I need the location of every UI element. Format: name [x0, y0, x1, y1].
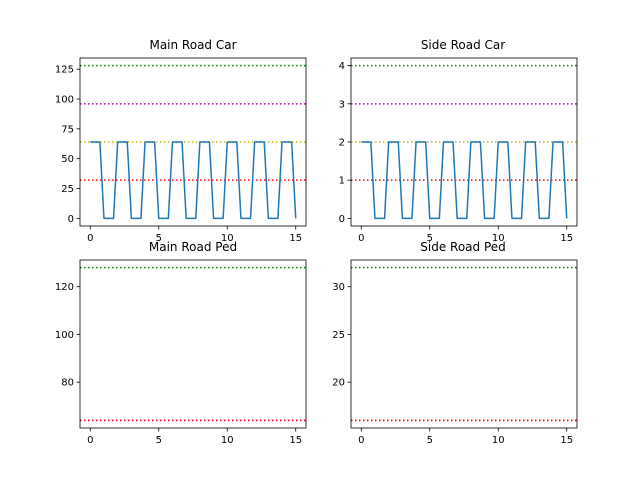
- y-tick-label: 50: [61, 154, 74, 165]
- subplot-main-road-ped: Main Road Ped 0 5 10 15 80 100 120: [55, 240, 307, 446]
- y-tick-label: 80: [61, 378, 74, 389]
- x-tick-label: 5: [427, 435, 433, 446]
- axes-frame: [350, 259, 578, 429]
- series-line: [361, 141, 568, 220]
- axes-frame: [79, 57, 307, 227]
- x-tick-label: 5: [427, 233, 433, 244]
- x-tick-label: 15: [289, 435, 302, 446]
- chart-title: Side Road Ped: [420, 240, 506, 254]
- chart-title: Main Road Ped: [149, 240, 237, 254]
- y-tick-label: 120: [55, 282, 74, 293]
- x-tick-label: 0: [358, 233, 364, 244]
- subplot-main-road-car: Main Road Car 0 5 10 15 0 25 50 75 100 125: [55, 38, 307, 244]
- subplot-side-road-ped: Side Road Ped 0 5 10 15 20 25 30: [332, 240, 578, 446]
- x-tick-label: 10: [221, 233, 234, 244]
- chart-title: Main Road Car: [149, 38, 236, 52]
- x-tick-label: 15: [289, 233, 302, 244]
- subplot-side-road-car: Side Road Car 0 5 10 15 0 1 2 3 4: [339, 38, 578, 244]
- y-tick-label: 125: [55, 65, 74, 76]
- y-tick-label: 0: [68, 214, 74, 225]
- y-tick-label: 2: [339, 138, 345, 149]
- x-tick-label: 5: [156, 233, 162, 244]
- plot-area: 0 5 10 15 20 25 30: [332, 259, 578, 446]
- x-tick-label: 0: [358, 435, 364, 446]
- y-tick-label: 20: [332, 378, 345, 389]
- y-tick-label: 3: [339, 99, 345, 110]
- y-tick-label: 25: [61, 184, 74, 195]
- x-tick-label: 10: [492, 435, 505, 446]
- chart-title: Side Road Car: [421, 38, 505, 52]
- x-tick-label: 0: [87, 233, 93, 244]
- x-tick-label: 5: [156, 435, 162, 446]
- y-tick-label: 75: [61, 124, 74, 135]
- y-tick-label: 30: [332, 282, 345, 293]
- x-tick-label: 10: [492, 233, 505, 244]
- x-tick-label: 15: [560, 435, 573, 446]
- plot-area: 0 5 10 15 0 25 50 75 100 125: [55, 57, 307, 244]
- y-tick-label: 1: [339, 176, 345, 187]
- plot-area: 0 5 10 15 0 1 2 3 4: [339, 57, 578, 244]
- y-tick-label: 0: [339, 214, 345, 225]
- y-tick-label: 100: [55, 95, 74, 106]
- x-tick-label: 10: [221, 435, 234, 446]
- axes-frame: [79, 259, 307, 429]
- y-tick-label: 4: [339, 61, 345, 72]
- y-tick-label: 25: [332, 330, 345, 341]
- series-line: [90, 141, 297, 220]
- plot-area: 0 5 10 15 80 100 120: [55, 259, 307, 446]
- x-tick-label: 0: [87, 435, 93, 446]
- x-tick-label: 15: [560, 233, 573, 244]
- y-tick-label: 100: [55, 330, 74, 341]
